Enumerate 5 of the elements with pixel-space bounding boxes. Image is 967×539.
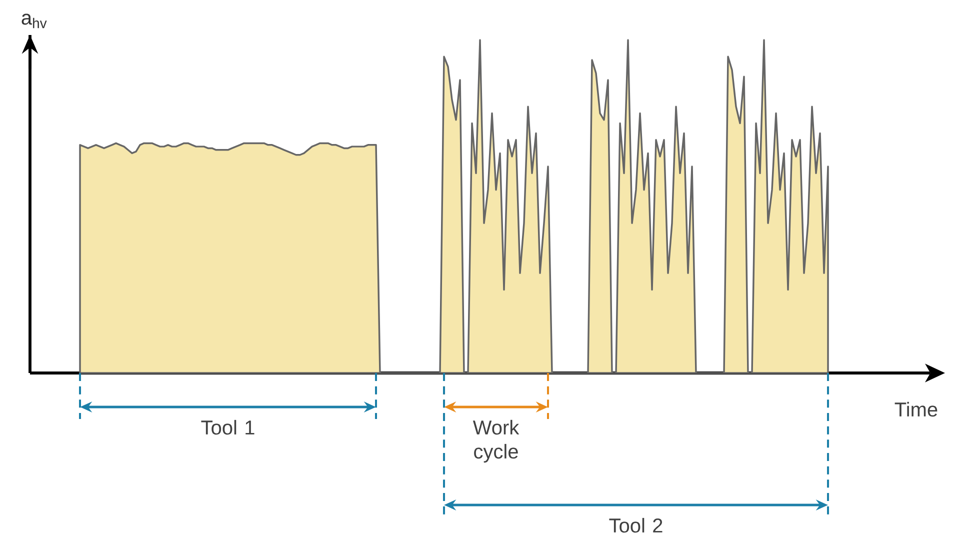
text: Tool 1	[201, 420, 254, 435]
text: Work cycle	[472, 420, 520, 463]
x-axis-title: Time	[894, 402, 938, 417]
text: Tool 2	[609, 518, 662, 533]
y-axis-title: a$_{hv}$	[22, 14, 47, 28]
